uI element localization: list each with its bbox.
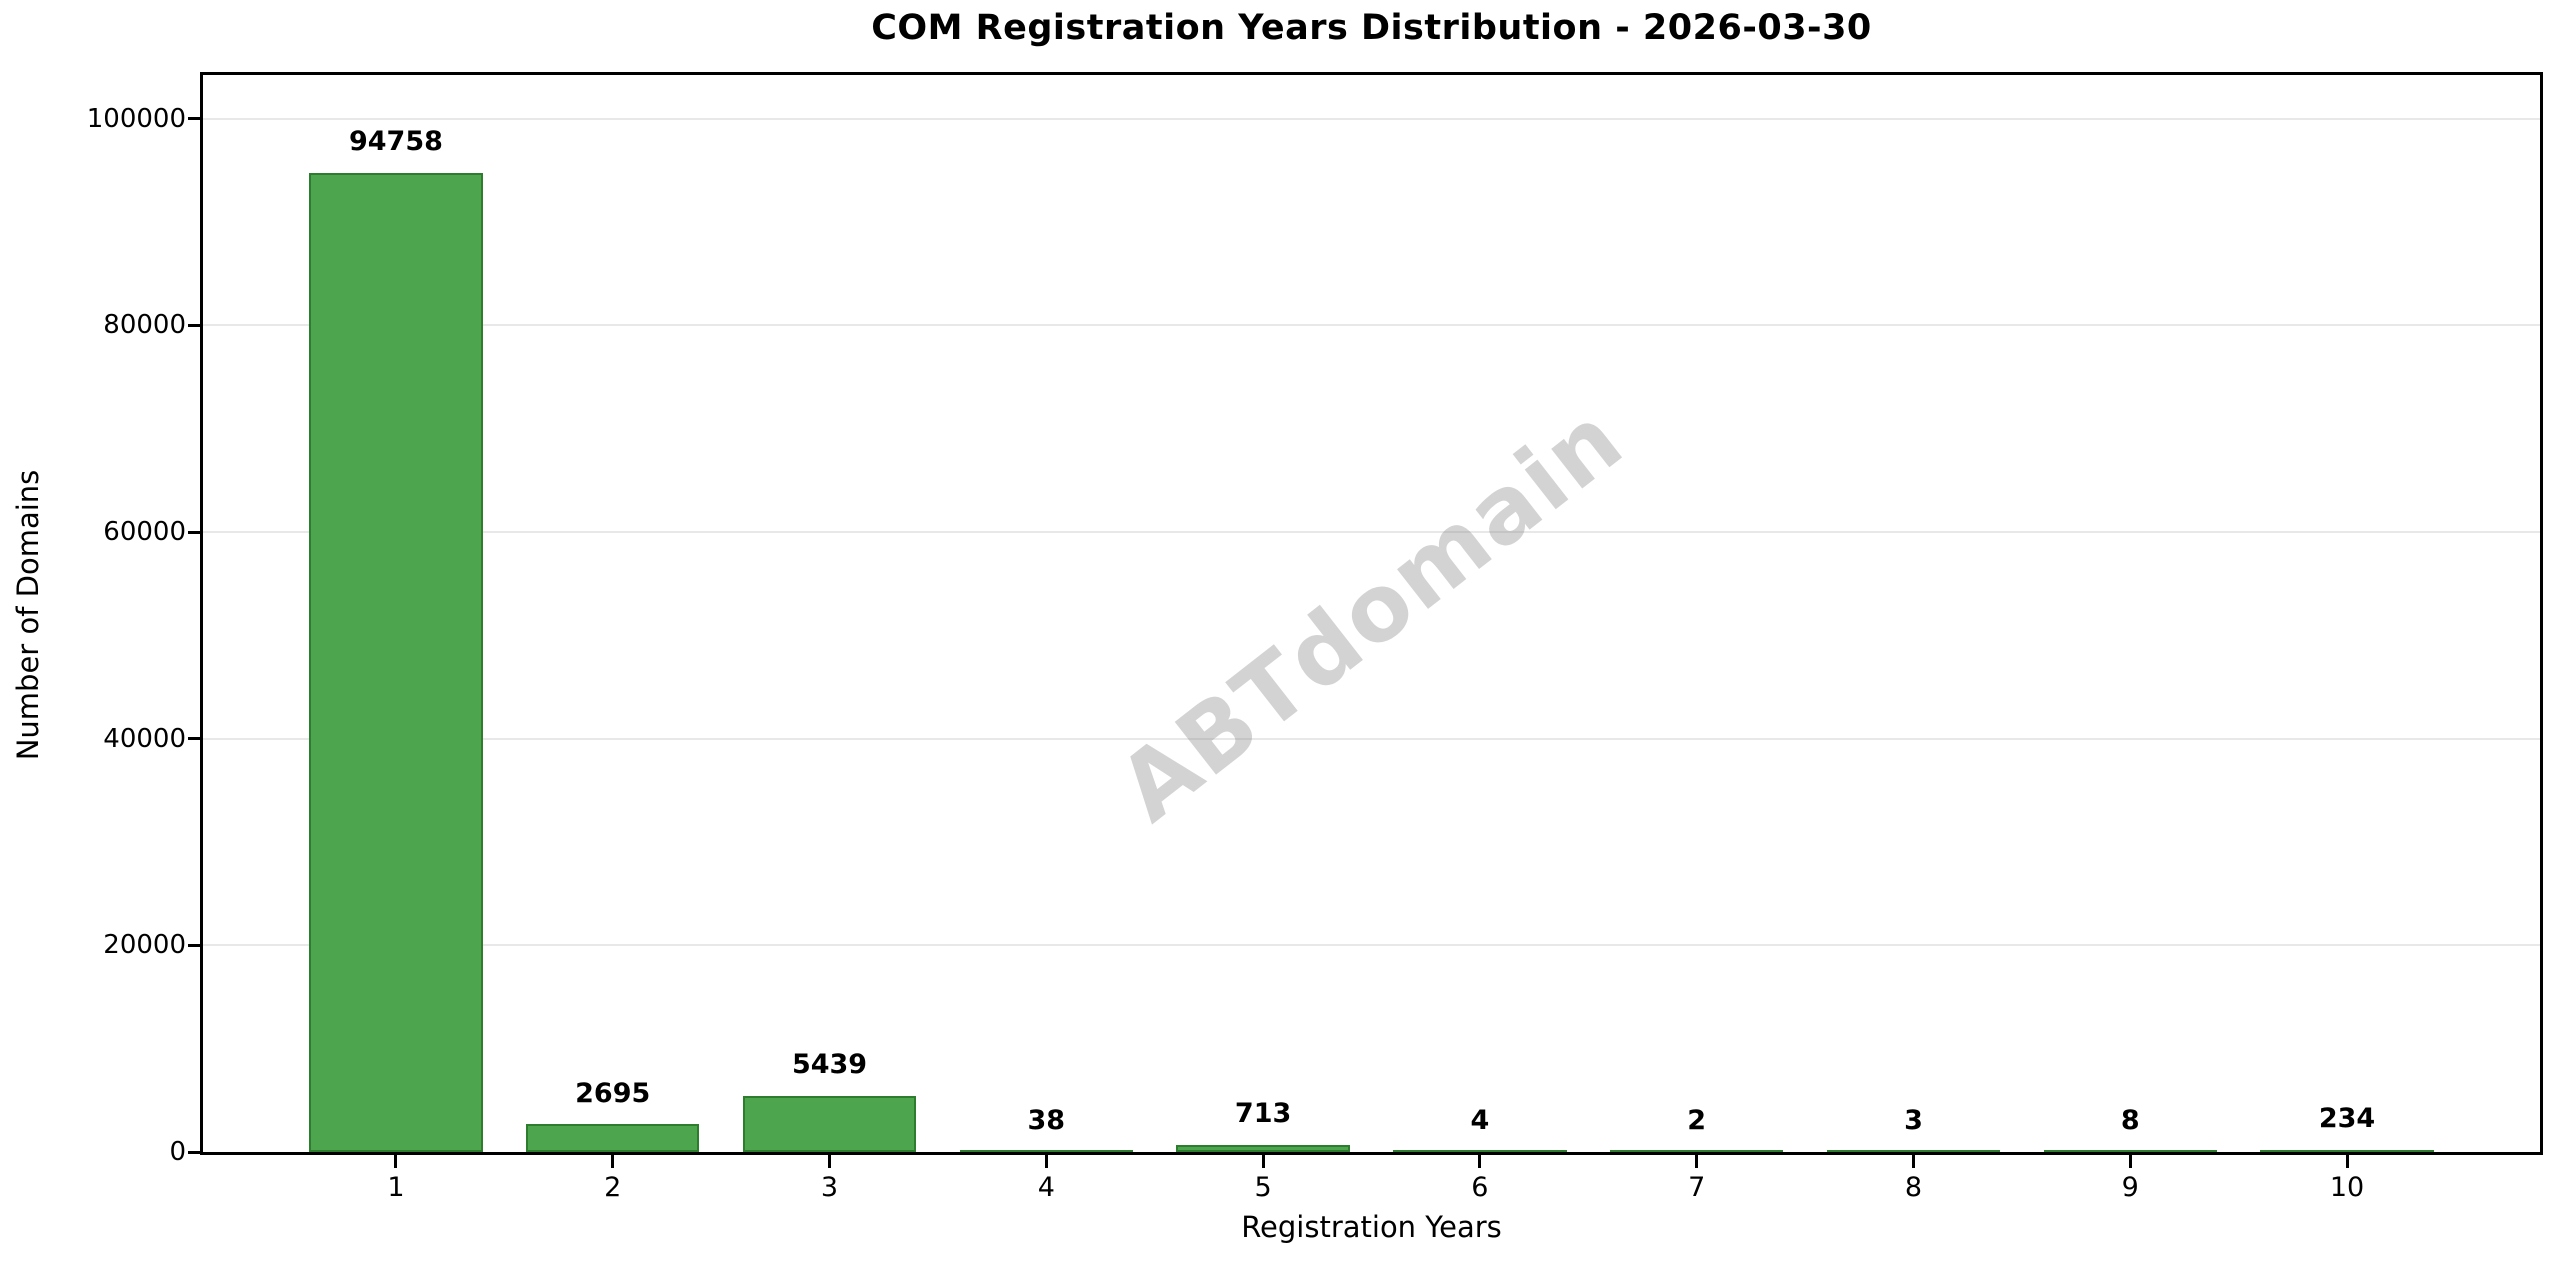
bar-year-2	[526, 1124, 700, 1152]
x-tick-label: 2	[604, 1172, 622, 1203]
x-tick-label: 9	[2121, 1172, 2139, 1203]
y-tick-label: 80000	[103, 310, 186, 341]
bar-value-label: 8	[2120, 1105, 2140, 1137]
gridline-y-60000	[203, 531, 2540, 534]
y-tick-label: 20000	[103, 930, 186, 961]
bar-value-label: 234	[2318, 1103, 2376, 1135]
x-tick-mark	[394, 1155, 398, 1168]
x-tick-mark	[2345, 1155, 2349, 1168]
bar-value-label: 4	[1470, 1105, 1490, 1137]
bar-year-3	[742, 1095, 917, 1152]
x-tick-label: 4	[1037, 1172, 1055, 1203]
x-tick-label: 1	[387, 1172, 405, 1203]
x-tick-label: 7	[1688, 1172, 1706, 1203]
bar-value-label: 94758	[348, 126, 443, 158]
bar-value-label: 5439	[791, 1049, 868, 1081]
y-tick-mark	[188, 943, 201, 947]
bar-year-7	[1609, 1150, 1784, 1154]
y-tick-mark	[188, 323, 201, 327]
bar-year-4	[959, 1150, 1134, 1154]
bar-value-label: 2695	[575, 1077, 651, 1109]
x-tick-label: 3	[820, 1172, 839, 1203]
gridline-y-100000	[203, 117, 2540, 120]
x-tick-mark	[1261, 1155, 1265, 1168]
watermark-text: ABTdomain	[1099, 384, 1644, 843]
bar-value-label: 713	[1234, 1098, 1292, 1130]
y-tick-label: 100000	[86, 103, 186, 134]
x-tick-label: 10	[2329, 1172, 2365, 1203]
gridline-y-20000	[203, 944, 2540, 947]
bar-value-label: 38	[1027, 1105, 1066, 1137]
x-tick-mark	[828, 1155, 832, 1168]
gridline-y-80000	[203, 324, 2540, 327]
bar-year-8	[1826, 1150, 2001, 1154]
x-tick-mark	[2128, 1155, 2132, 1168]
x-axis-label: Registration Years	[1241, 1210, 1502, 1244]
x-tick-mark	[611, 1155, 615, 1168]
gridline-y-40000	[203, 737, 2540, 740]
x-tick-label: 8	[1904, 1172, 1923, 1203]
bar-year-5	[1176, 1144, 1350, 1152]
y-tick-label: 40000	[103, 723, 186, 754]
y-tick-label: 0	[169, 1137, 186, 1167]
bar-year-6	[1393, 1150, 1567, 1154]
x-tick-label: 6	[1471, 1172, 1489, 1203]
plot-area	[200, 72, 2543, 1155]
watermark-layer: ABTdomain	[203, 75, 2540, 1152]
bar-year-10	[2260, 1149, 2434, 1154]
y-tick-mark	[188, 737, 201, 741]
y-tick-mark	[188, 117, 201, 121]
bar-value-label: 3	[1904, 1105, 1923, 1137]
y-axis-label: Number of Domains	[11, 469, 45, 761]
y-tick-mark	[188, 1150, 201, 1154]
chart-title: COM Registration Years Distribution - 20…	[871, 8, 1872, 48]
x-tick-mark	[1478, 1155, 1482, 1168]
x-tick-mark	[1695, 1155, 1699, 1168]
bar-year-1	[309, 172, 483, 1152]
x-tick-label: 5	[1254, 1172, 1272, 1203]
x-tick-mark	[1044, 1155, 1048, 1168]
y-tick-mark	[188, 530, 201, 534]
bar-year-9	[2043, 1150, 2217, 1154]
y-tick-label: 60000	[103, 517, 186, 548]
x-tick-mark	[1911, 1155, 1915, 1168]
bar-value-label: 2	[1687, 1105, 1707, 1137]
